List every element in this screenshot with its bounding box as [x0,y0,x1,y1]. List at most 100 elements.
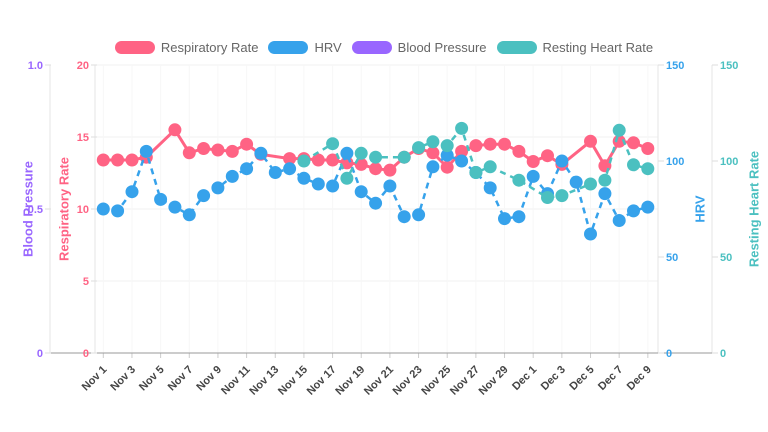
data-point[interactable] [526,169,540,183]
data-point[interactable] [211,143,225,157]
legend-label: HRV [314,40,342,55]
data-point[interactable] [612,214,626,227]
data-point[interactable] [168,200,182,214]
data-point[interactable] [311,153,325,167]
data-point[interactable] [641,200,655,214]
data-point[interactable] [569,175,583,189]
data-point[interactable] [383,179,397,193]
data-point[interactable] [426,160,440,174]
data-point[interactable] [584,177,597,191]
data-point[interactable] [297,154,311,168]
data-point[interactable] [584,227,597,241]
data-point[interactable] [326,179,340,193]
legend-swatch-blood-pressure [351,41,392,54]
data-point[interactable] [598,187,612,201]
data-point[interactable] [283,152,297,166]
legend-label: Blood Pressure [397,40,487,55]
data-point[interactable] [598,173,612,187]
data-point[interactable] [641,162,655,176]
data-point[interactable] [483,181,497,195]
data-point[interactable] [397,150,411,164]
data-point[interactable] [111,153,125,167]
data-point[interactable] [96,153,110,167]
data-point[interactable] [96,202,110,216]
hrv-tick-label: 0 [666,348,672,360]
data-point[interactable] [469,139,483,153]
legend-item-blood-pressure[interactable]: Blood Pressure [351,40,487,55]
data-point[interactable] [182,208,196,222]
data-point[interactable] [369,162,383,176]
x-tick-label: Nov 17 [305,364,339,398]
data-point[interactable] [283,162,297,176]
data-point[interactable] [426,146,440,160]
data-point[interactable] [483,160,497,174]
data-point[interactable] [641,142,655,155]
data-point[interactable] [225,144,239,158]
data-point[interactable] [455,144,469,158]
data-point[interactable] [326,153,340,167]
data-point[interactable] [182,146,196,160]
data-point[interactable] [383,163,397,177]
data-point[interactable] [340,146,354,160]
data-point[interactable] [139,144,153,158]
data-point[interactable] [154,192,168,206]
data-point[interactable] [369,196,383,210]
data-point[interactable] [627,136,640,150]
data-point[interactable] [369,150,383,164]
data-point[interactable] [397,210,411,224]
data-point[interactable] [627,204,640,218]
respiratory_rate-tick-label: 20 [77,60,89,72]
data-point[interactable] [584,134,597,148]
data-point[interactable] [555,154,569,168]
data-point[interactable] [512,144,526,158]
data-point[interactable] [455,154,469,168]
data-point[interactable] [297,171,311,185]
data-point[interactable] [197,142,211,155]
data-point[interactable] [440,139,454,153]
data-point[interactable] [340,171,354,185]
data-point[interactable] [483,137,497,151]
data-point[interactable] [225,169,239,183]
data-point[interactable] [326,137,340,151]
data-point[interactable] [311,177,325,191]
data-point[interactable] [168,123,182,137]
data-point[interactable] [612,123,626,137]
data-point[interactable] [512,173,526,187]
data-point[interactable] [268,166,282,179]
x-tick-label: Nov 13 [247,364,281,398]
data-point[interactable] [254,146,268,160]
data-point[interactable] [440,160,454,174]
data-point[interactable] [469,166,483,179]
legend-item-hrv[interactable]: HRV [268,40,342,55]
data-point[interactable] [526,155,540,168]
respiratory_rate-tick-label: 15 [77,132,89,144]
data-point[interactable] [125,153,139,167]
data-point[interactable] [354,146,368,160]
legend-item-respiratory-rate[interactable]: Respiratory Rate [114,40,259,55]
data-point[interactable] [125,185,139,199]
data-point[interactable] [541,191,554,204]
data-point[interactable] [426,135,440,149]
legend-item-resting-heart-rate[interactable]: Resting Heart Rate [496,40,653,55]
data-point[interactable] [440,148,454,162]
data-point[interactable] [240,137,254,151]
data-point[interactable] [512,210,526,224]
data-point[interactable] [498,137,511,151]
data-point[interactable] [240,162,254,176]
data-point[interactable] [455,121,469,135]
data-point[interactable] [627,158,640,172]
respiratory_rate-tick-label: 5 [83,276,89,288]
data-point[interactable] [498,212,511,226]
data-point[interactable] [111,204,125,218]
data-point[interactable] [541,149,554,163]
data-point[interactable] [555,189,569,203]
resting_heart_rate-tick-label: 50 [720,252,732,264]
data-point[interactable] [211,181,225,195]
legend-label: Respiratory Rate [160,40,259,55]
x-tick-label: Nov 19 [333,364,367,398]
data-point[interactable] [412,208,426,222]
data-point[interactable] [412,141,426,155]
data-point[interactable] [197,189,211,203]
data-point[interactable] [354,185,368,199]
